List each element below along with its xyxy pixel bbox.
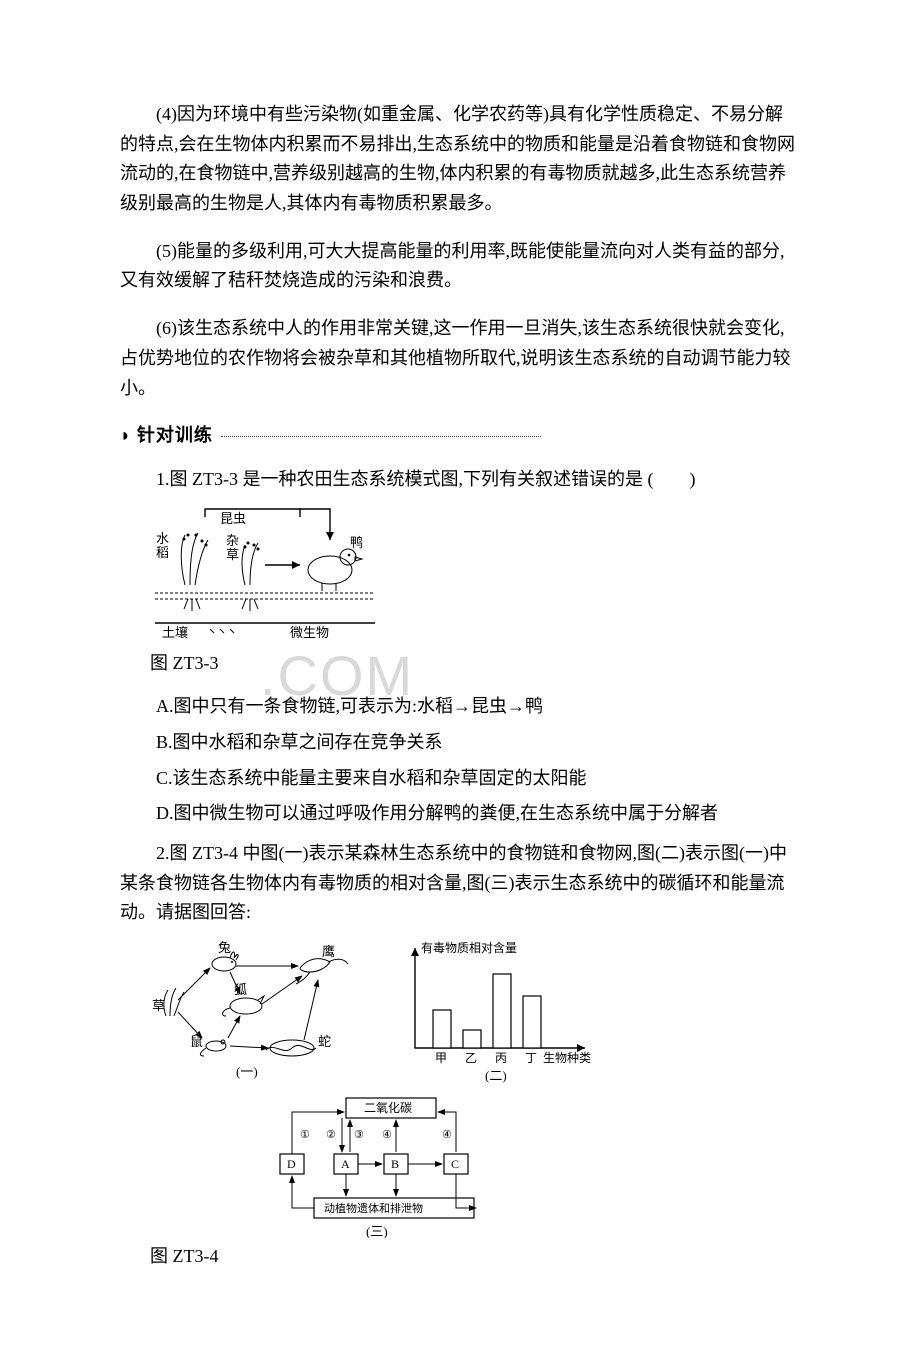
svg-text:乙: 乙 (465, 1051, 477, 1065)
svg-text:丙: 丙 (495, 1051, 507, 1065)
fig1-label-rice-2: 稻 (156, 545, 169, 560)
svg-text:(一): (一) (236, 1064, 258, 1079)
svg-text:(二): (二) (485, 1068, 507, 1083)
panel-1-foodweb: 草 兔 鹰 (152, 940, 348, 1079)
q1-option-c: C.该生态系统中能量主要来自水稻和杂草固定的太阳能 (120, 764, 800, 794)
svg-text:(三): (三) (366, 1224, 388, 1238)
fig1-caption: 图 ZT3-3 (150, 649, 800, 679)
section-title: 针对训练 (137, 421, 213, 451)
svg-text:动植物遗体和排泄物: 动植物遗体和排泄物 (324, 1201, 423, 1215)
q1-stem: 1.图 ZT3-3 是一种农田生态系统模式图,下列有关叙述错误的是 ( ) (120, 465, 800, 495)
q1-options: A.图中只有一条食物链,可表示为:水稻→昆虫→鸭 B.图中水稻和杂草之间存在竞争… (120, 692, 800, 829)
fig1-label-weed-1: 杂 (226, 533, 239, 548)
panel-2-barchart: 有毒物质相对含量 甲 乙 丙 丁 生物种类 (二) (411, 940, 591, 1083)
paragraph-4: (4)因为环境中有些污染物(如重金属、化学农药等)具有化学性质稳定、不易分解的特… (120, 100, 800, 219)
q1-option-b: B.图中水稻和杂草之间存在竞争关系 (120, 728, 800, 758)
bullet-icon: ◗ (120, 421, 131, 451)
fig1-label-weed-2: 草 (226, 547, 239, 562)
svg-text:④: ④ (382, 1129, 392, 1141)
rice-plant-icon (181, 533, 208, 585)
svg-text:C: C (451, 1157, 459, 1171)
duck-icon (308, 549, 362, 591)
svg-text:生物种类: 生物种类 (543, 1051, 591, 1065)
section-header: ◗ 针对训练 (120, 421, 800, 451)
q2-stem: 2.图 ZT3-4 中图(一)表示某森林生态系统中的食物链和食物网,图(二)表示… (120, 839, 800, 928)
svg-text:甲: 甲 (435, 1051, 447, 1065)
svg-text:兔: 兔 (218, 940, 231, 955)
svg-text:B: B (391, 1157, 399, 1171)
svg-text:③: ③ (354, 1129, 364, 1141)
svg-text:有毒物质相对含量: 有毒物质相对含量 (421, 940, 517, 955)
svg-text:D: D (287, 1157, 296, 1171)
svg-text:④: ④ (442, 1129, 452, 1141)
figure-zt3-3: 昆虫 水 稻 杂 草 (150, 505, 800, 645)
roots-icon (184, 599, 258, 611)
svg-text:鹰: 鹰 (322, 944, 335, 959)
svg-text:②: ② (326, 1129, 336, 1141)
svg-text:①: ① (300, 1129, 310, 1141)
section-divider (221, 435, 541, 437)
svg-text:蛇: 蛇 (318, 1034, 331, 1049)
fig1-label-duck: 鸭 (350, 535, 363, 550)
svg-text:二氧化碳: 二氧化碳 (364, 1101, 412, 1115)
weed-plant-icon (242, 541, 260, 585)
fig1-label-rice-1: 水 (156, 531, 169, 546)
fig2-caption: 图 ZT3-4 (150, 1242, 800, 1272)
panel-3-carbon-cycle: 二氧化碳 D A B C 动植物遗体和排泄物 ① (280, 1098, 476, 1238)
svg-text:丁: 丁 (525, 1051, 537, 1065)
paragraph-5: (5)能量的多级利用,可大大提高能量的利用率,既能使能量流向对人类有益的部分,又… (120, 237, 800, 296)
paragraph-6: (6)该生态系统中人的作用非常关键,这一作用一旦消失,该生态系统很快就会变化,占… (120, 314, 800, 403)
figure-zt3-4: 草 兔 鹰 (150, 938, 800, 1238)
q1-option-d: D.图中微生物可以通过呼吸作用分解鸭的粪便,在生态系统中属于分解者 (120, 799, 800, 829)
fig1-label-microbe: 微生物 (290, 625, 329, 640)
fig1-label-soil: 土壤 (162, 625, 188, 640)
svg-text:草: 草 (152, 998, 165, 1013)
svg-text:A: A (341, 1157, 350, 1171)
q1-option-a: A.图中只有一条食物链,可表示为:水稻→昆虫→鸭 (120, 692, 800, 722)
fig1-label-insect: 昆虫 (220, 511, 246, 526)
